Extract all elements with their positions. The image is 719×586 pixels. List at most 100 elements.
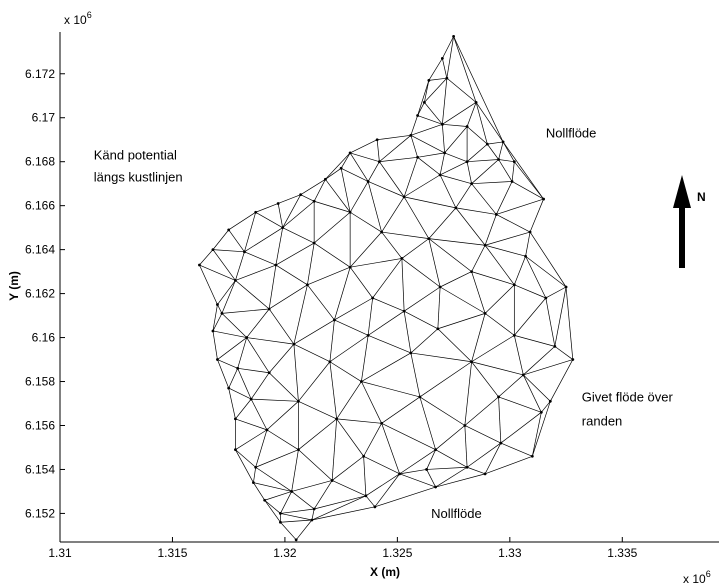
mesh-node: [234, 448, 237, 452]
mesh-edge: [311, 495, 367, 521]
mesh-node: [571, 358, 575, 361]
mesh-edge: [471, 313, 486, 362]
mesh-node: [512, 160, 516, 164]
mesh-edge: [291, 449, 299, 492]
mesh-edge: [300, 178, 326, 195]
mesh-edge: [367, 181, 382, 233]
annotation-text: Nollflöde: [431, 506, 482, 521]
mesh-edge: [221, 313, 247, 338]
mesh-edge: [464, 425, 501, 444]
mesh-edge: [235, 251, 245, 281]
mesh-edge: [424, 80, 430, 103]
mesh-edge: [381, 423, 400, 474]
mesh-node: [512, 333, 516, 337]
mesh-node: [512, 283, 516, 287]
annotation-text: Givet flöde över: [582, 389, 674, 404]
mesh-edge: [523, 374, 542, 413]
mesh-edge: [439, 271, 472, 288]
mesh-edge: [444, 152, 468, 163]
mesh-edge: [255, 429, 268, 468]
y-tick-label: 6.166: [25, 199, 55, 213]
mesh-edge: [349, 211, 382, 233]
y-multiplier-exp: 6: [87, 10, 92, 20]
mesh-node: [323, 177, 327, 181]
mesh-edge: [442, 123, 468, 127]
mesh-edge: [410, 123, 443, 136]
mesh-node: [236, 366, 240, 370]
mesh-edge: [212, 249, 236, 281]
mesh-edge: [374, 486, 436, 508]
mesh-edge: [349, 267, 373, 299]
mesh-edge: [363, 455, 400, 475]
mesh-edge: [467, 159, 499, 163]
mesh-edge: [496, 214, 531, 233]
mesh-edge: [523, 359, 573, 376]
mesh-edge: [329, 361, 337, 419]
mesh-edge: [424, 102, 443, 125]
mesh-node: [465, 125, 469, 128]
mesh-edge: [235, 429, 268, 450]
annotation-text: längs kustlinjen: [94, 169, 183, 184]
mesh-edge: [484, 313, 515, 336]
mesh-edge: [280, 519, 312, 523]
mesh-edge: [379, 135, 412, 162]
mesh-edge: [514, 161, 544, 200]
mesh-edge: [381, 396, 421, 424]
mesh-edge: [455, 207, 497, 215]
mesh-edge: [334, 267, 351, 321]
mesh-node: [227, 386, 231, 390]
mesh-node: [483, 472, 487, 476]
north-arrow-head: [673, 175, 691, 208]
mesh-edge: [419, 361, 472, 398]
mesh-edge: [372, 297, 405, 312]
mesh-node: [281, 226, 285, 230]
mesh-edge: [340, 168, 351, 213]
mesh-edge: [466, 143, 488, 162]
mesh-edge: [424, 77, 448, 103]
mesh-edge: [217, 359, 230, 389]
mesh-edge: [350, 152, 380, 163]
mesh-edge: [514, 256, 526, 285]
mesh-edge: [471, 361, 499, 398]
mesh-node: [427, 78, 431, 82]
mesh-edge: [228, 368, 239, 389]
mesh-node: [544, 296, 548, 300]
mesh-edge: [300, 194, 315, 202]
mesh-node: [294, 538, 298, 542]
x-multiplier-label: x 106: [683, 569, 711, 586]
mesh-node: [436, 327, 440, 331]
mesh-edge: [399, 449, 436, 475]
mesh-edge: [523, 346, 556, 376]
mesh-edge: [244, 227, 283, 253]
mesh-edge: [442, 78, 448, 125]
y-multiplier-base: x 10: [64, 13, 87, 27]
mesh-edge: [455, 183, 472, 209]
mesh-edge: [349, 139, 378, 154]
mesh-edge: [545, 297, 556, 347]
mesh-edge: [484, 244, 526, 257]
mesh-edge: [367, 310, 405, 336]
mesh-edge: [446, 77, 477, 103]
mesh-edge: [235, 449, 254, 483]
mesh-edge: [235, 280, 270, 310]
mesh-edge: [464, 396, 499, 426]
mesh-node: [279, 512, 282, 515]
mesh-node: [443, 151, 447, 155]
mesh-edge: [475, 102, 488, 145]
mesh-node: [524, 254, 527, 258]
mesh-edge: [282, 227, 315, 244]
mesh-edge: [293, 284, 308, 345]
mesh-edge: [403, 174, 441, 198]
mesh-edge: [325, 179, 351, 213]
mesh-node: [548, 399, 552, 403]
mesh-node: [332, 318, 336, 322]
mesh-edge: [311, 506, 375, 521]
mesh-edge: [484, 442, 502, 475]
y-multiplier-label: x 106: [64, 10, 92, 27]
mesh-edge: [293, 343, 331, 363]
mesh-node: [425, 468, 429, 471]
mesh-edge: [367, 181, 405, 198]
mesh-node: [211, 329, 215, 333]
x-multiplier-base: x 10: [683, 572, 706, 586]
mesh-edge: [435, 449, 468, 468]
